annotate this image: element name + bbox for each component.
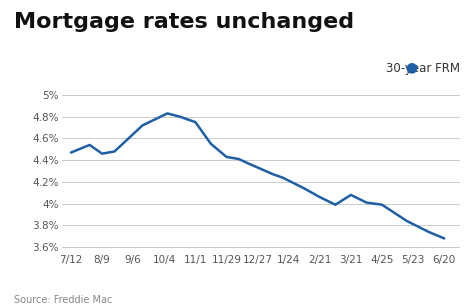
- Text: 30-year FRM: 30-year FRM: [386, 62, 460, 75]
- Text: ●: ●: [405, 60, 418, 74]
- Text: Source: Freddie Mac: Source: Freddie Mac: [14, 295, 113, 305]
- Text: Mortgage rates unchanged: Mortgage rates unchanged: [14, 12, 355, 32]
